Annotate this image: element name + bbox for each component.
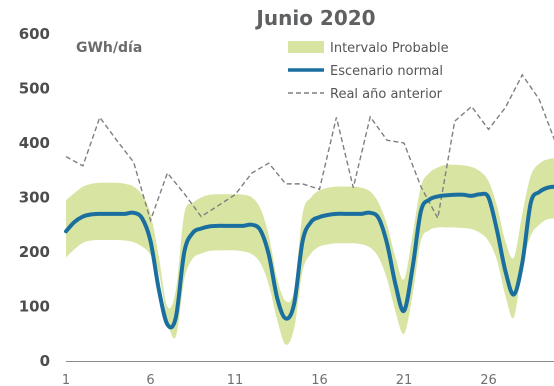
legend-label-band: Intervalo Probable [330,41,449,56]
y-tick-label: 200 [19,243,50,261]
normal-scenario-line [64,184,554,330]
y-tick-label: 400 [19,134,50,152]
y-tick-label: 100 [19,298,50,316]
legend-swatch-band [288,41,324,53]
chart-title: Junio 2020 [254,6,375,30]
plot-layer [64,73,554,345]
x-tick-label: 1 [62,373,70,386]
x-tick-label: 26 [480,373,497,386]
probable-interval-band [66,158,554,345]
previous-year-line [65,73,554,223]
legend-label-normal: Escenario normal [330,64,443,79]
legend-label-previous: Real año anterior [330,87,443,102]
y-tick-label: 600 [19,25,50,43]
legend: Intervalo Probable Escenario normal Real a… [288,41,449,102]
y-tick-label: 0 [40,352,50,370]
x-tick-label: 11 [227,373,244,386]
x-tick-label: 21 [396,373,413,386]
y-tick-label: 500 [19,80,50,98]
x-tick-label: 16 [311,373,328,386]
y-tick-label: 300 [19,189,50,207]
y-unit-label: GWh/día [76,40,142,56]
x-tick-label: 6 [146,373,154,386]
